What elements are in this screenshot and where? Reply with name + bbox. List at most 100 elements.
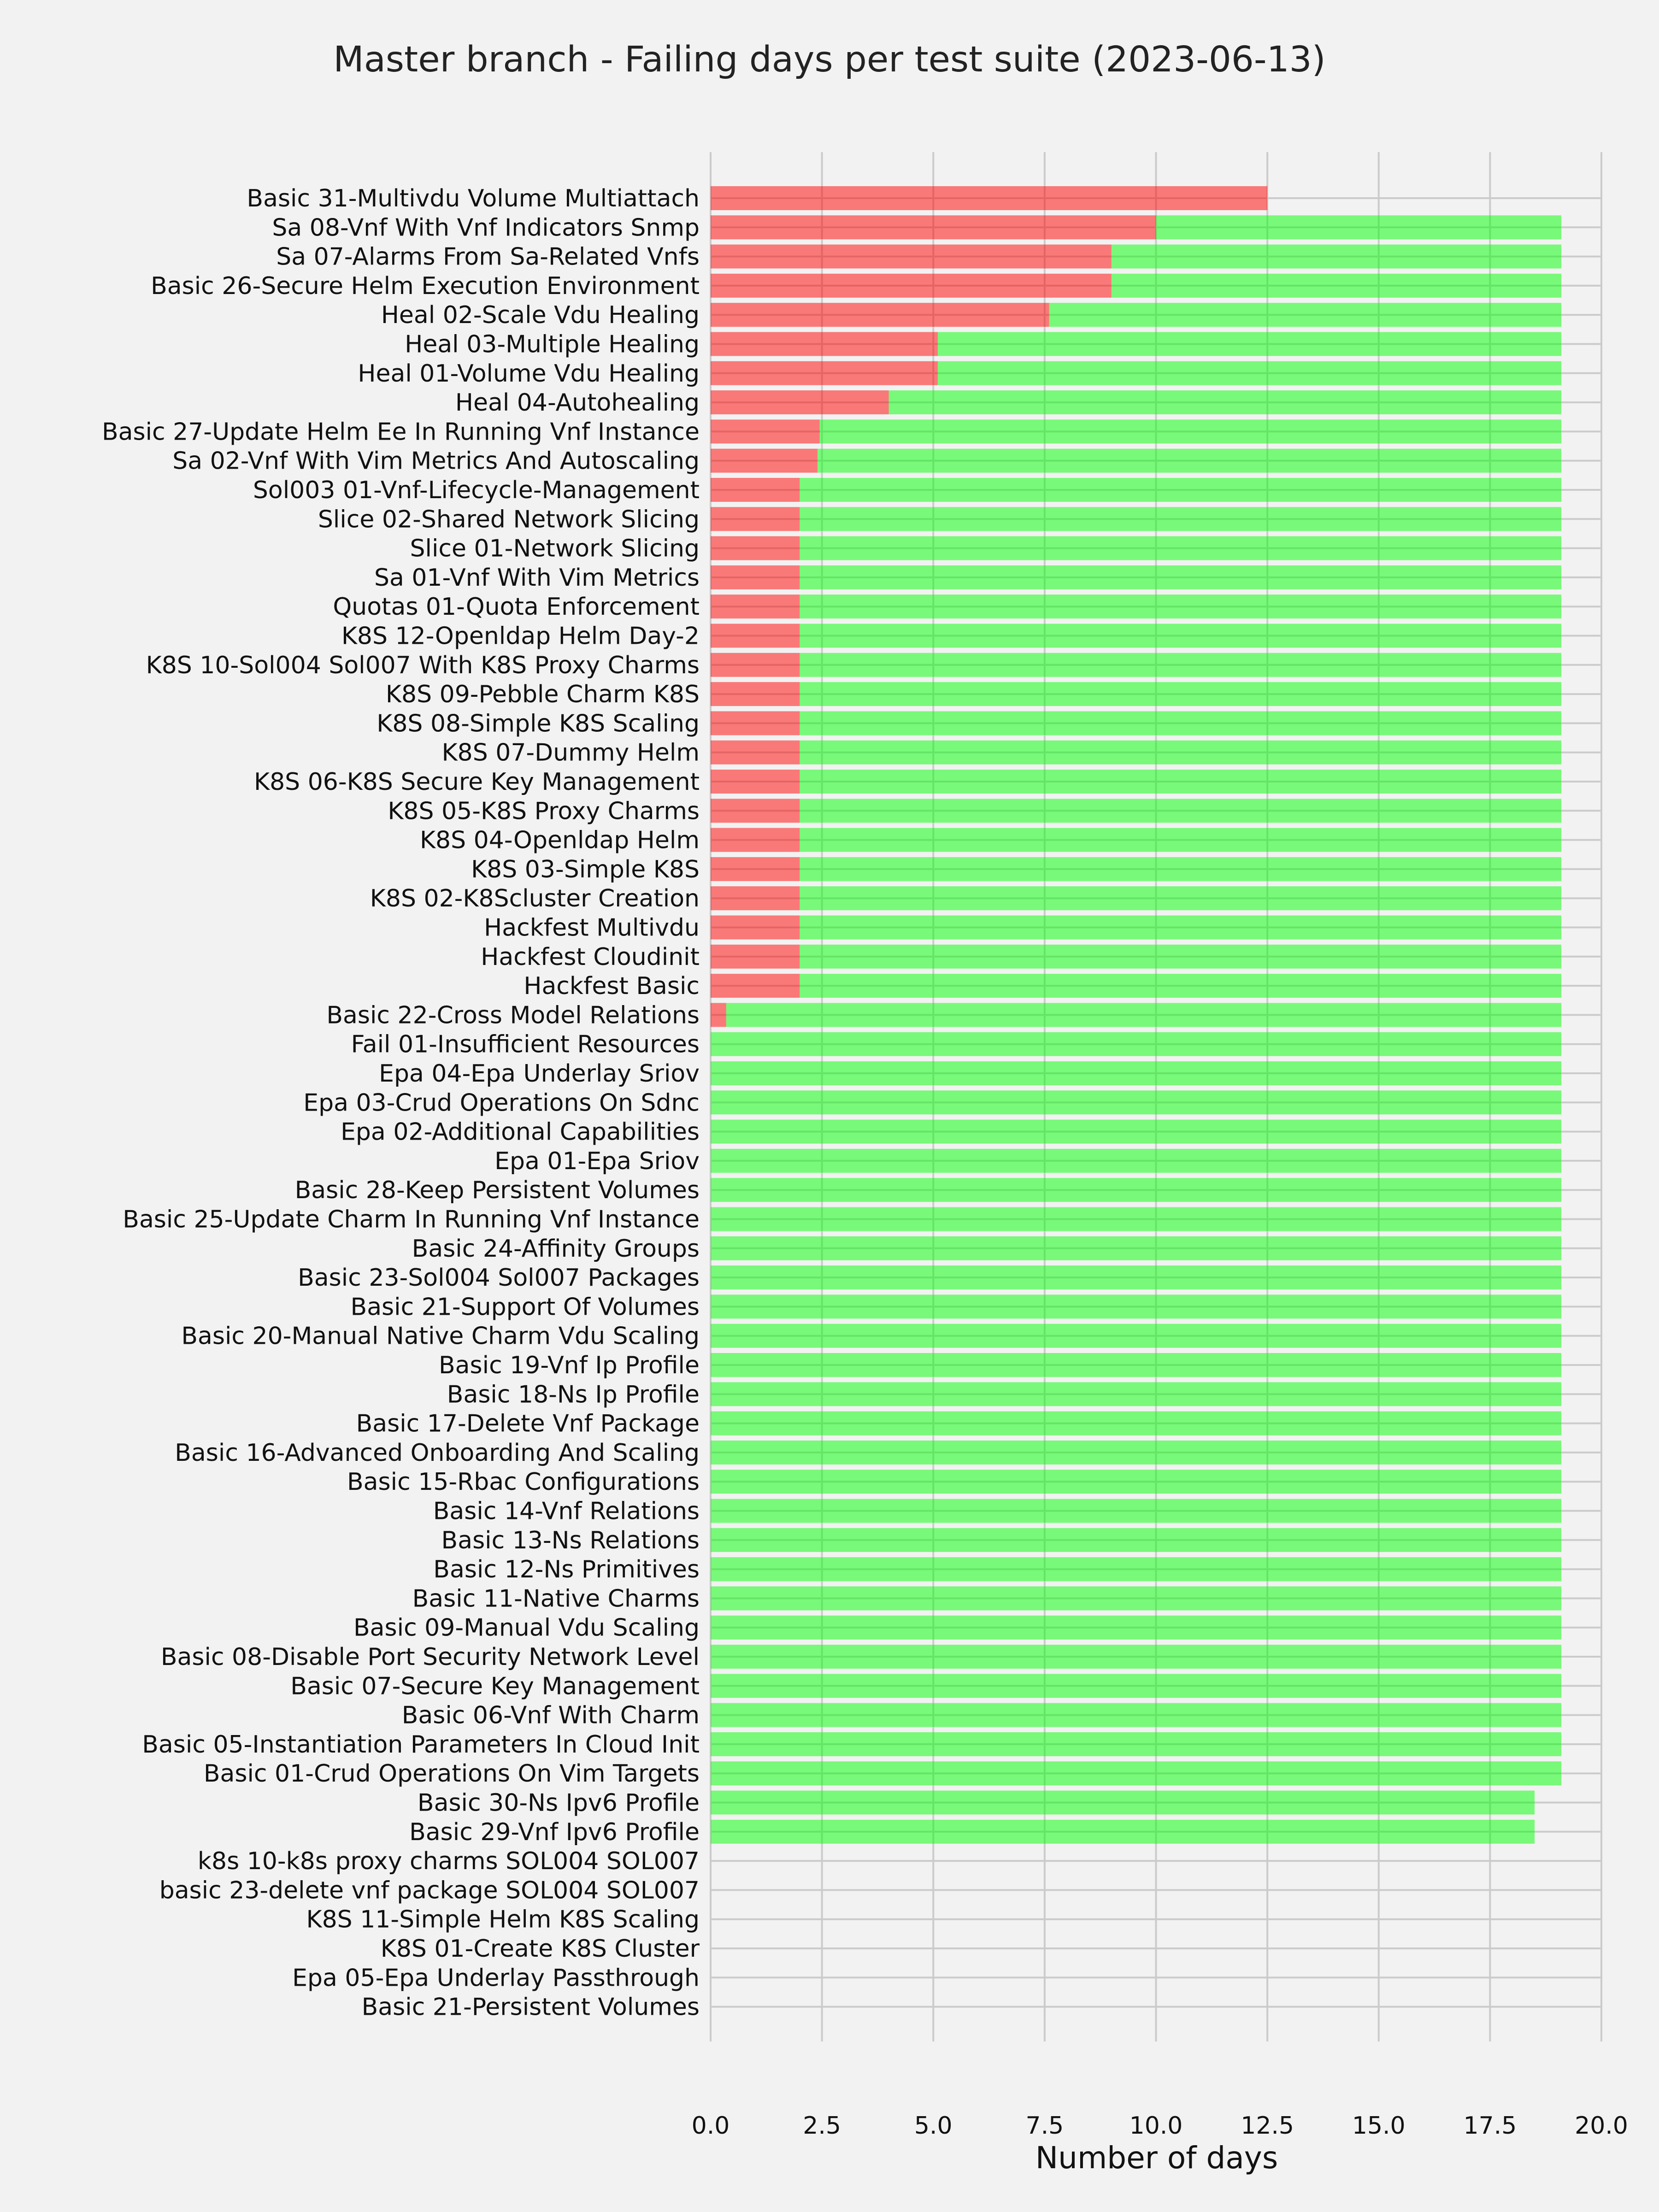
category-label: Slice 02-Shared Network Slicing [318, 506, 700, 533]
category-label: Basic 26-Secure Helm Execution Environme… [151, 272, 700, 300]
bar-passing [1111, 244, 1562, 269]
x-tick-label: 10.0 [1130, 2112, 1183, 2140]
category-label: Basic 30-Ns Ipv6 Profile [418, 1789, 700, 1817]
bar-passing [1111, 273, 1562, 298]
x-tick-label: 0.0 [692, 2112, 730, 2140]
category-label: Basic 28-Keep Persistent Volumes [295, 1177, 700, 1204]
x-tick-label: 17.5 [1463, 2112, 1517, 2140]
category-label: Basic 23-Sol004 Sol007 Packages [298, 1264, 700, 1292]
bar-passing [800, 974, 1562, 998]
bar-passing [1049, 303, 1562, 327]
bar-passing [711, 1761, 1562, 1786]
bar-passing [800, 478, 1562, 502]
x-tick-label: 7.5 [1026, 2112, 1064, 2140]
bar-failing [711, 624, 800, 648]
category-label: Sa 02-Vnf With Vim Metrics And Autoscali… [172, 447, 700, 475]
category-label: Slice 01-Network Slicing [410, 535, 700, 563]
bar-passing [819, 419, 1562, 444]
bar-passing [726, 1003, 1562, 1027]
bar-failing [711, 273, 1112, 298]
category-label: Hackfest Basic [524, 972, 700, 1000]
bar-passing [800, 799, 1562, 823]
category-label: K8S 03-Simple K8S [471, 856, 700, 883]
bar-failing [711, 915, 800, 940]
category-label: Basic 11-Native Charms [412, 1585, 700, 1612]
category-label: Basic 12-Ns Primitives [433, 1556, 700, 1583]
category-label: Basic 08-Disable Port Security Network L… [161, 1643, 700, 1671]
bar-passing [800, 915, 1562, 940]
category-label: Basic 07-Secure Key Management [290, 1672, 700, 1700]
bar-passing [711, 1440, 1562, 1465]
category-label: Sa 08-Vnf With Vnf Indicators Snmp [272, 214, 700, 241]
category-label: Basic 17-Delete Vnf Package [356, 1410, 700, 1438]
bar-failing [711, 448, 818, 473]
category-label: Basic 05-Instantiation Parameters In Clo… [142, 1731, 700, 1759]
category-label: Basic 27-Update Helm Ee In Running Vnf I… [102, 418, 700, 446]
category-label: Basic 21-Support Of Volumes [351, 1293, 700, 1321]
category-label: Heal 01-Volume Vdu Healing [358, 360, 700, 388]
x-tick-label: 12.5 [1241, 2112, 1294, 2140]
bar-passing [711, 1265, 1562, 1290]
category-label: Basic 01-Crud Operations On Vim Targets [204, 1760, 700, 1788]
category-label: Quotas 01-Quota Enforcement [333, 593, 700, 621]
bar-failing [711, 390, 889, 415]
category-label: Basic 09-Manual Vdu Scaling [353, 1614, 700, 1642]
bar-passing [1156, 215, 1562, 240]
bar-failing [711, 536, 800, 560]
category-label: Sa 01-Vnf With Vim Metrics [374, 564, 700, 592]
category-label: Fail 01-Insufficient Resources [351, 1031, 700, 1059]
bar-failing [711, 886, 800, 911]
bar-passing [711, 1382, 1562, 1406]
bar-passing [888, 390, 1562, 415]
bar-passing [711, 1236, 1562, 1260]
x-axis-label: Number of days [1035, 2140, 1278, 2176]
category-label: k8s 10-k8s proxy charms SOL004 SOL007 [198, 1847, 700, 1875]
bar-passing [711, 1411, 1562, 1435]
bar-passing [800, 565, 1562, 589]
bar-passing [711, 1324, 1562, 1348]
category-label: K8S 06-K8S Secure Key Management [254, 768, 700, 796]
x-tick-label: 15.0 [1352, 2112, 1406, 2140]
bar-passing [800, 944, 1562, 969]
category-label: Basic 13-Ns Relations [441, 1527, 700, 1554]
x-tick-label: 20.0 [1575, 2112, 1628, 2140]
category-label: Sa 07-Alarms From Sa-Related Vnfs [276, 243, 700, 271]
bar-passing [800, 857, 1562, 881]
category-label: Epa 01-Epa Sriov [494, 1147, 700, 1175]
category-label: K8S 10-Sol004 Sol007 With K8S Proxy Char… [146, 652, 700, 679]
bar-passing [800, 536, 1562, 560]
category-label: Basic 22-Cross Model Relations [326, 1001, 700, 1029]
bar-passing [800, 624, 1562, 648]
bar-passing [711, 1294, 1562, 1319]
x-tick-label: 2.5 [803, 2112, 841, 2140]
category-label: Basic 06-Vnf With Charm [402, 1702, 700, 1730]
category-label: Basic 19-Vnf Ip Profile [439, 1352, 700, 1379]
bar-passing [800, 770, 1562, 794]
bar-passing [711, 1499, 1562, 1523]
category-label: Basic 24-Affinity Groups [412, 1235, 700, 1263]
bar-passing [711, 1061, 1562, 1085]
category-label: K8S 02-K8Scluster Creation [370, 885, 700, 912]
category-label: K8S 04-Openldap Helm [420, 827, 700, 854]
category-label: Epa 03-Crud Operations On Sdnc [303, 1089, 700, 1117]
bar-failing [711, 740, 800, 765]
bar-passing [800, 886, 1562, 911]
bar-passing [711, 1119, 1562, 1144]
bar-passing [711, 1819, 1535, 1844]
bar-passing [711, 1732, 1562, 1756]
category-label: Basic 14-Vnf Relations [433, 1498, 700, 1525]
bar-passing [937, 332, 1562, 356]
bar-failing [711, 244, 1112, 269]
bar-failing [711, 944, 800, 969]
bar-passing [817, 448, 1562, 473]
bar-failing [711, 303, 1049, 327]
category-label: Heal 03-Multiple Healing [405, 331, 700, 359]
bar-failing [711, 332, 938, 356]
bar-passing [711, 1528, 1562, 1552]
bar-passing [800, 711, 1562, 735]
category-label: Basic 31-Multivdu Volume Multiattach [247, 185, 700, 212]
category-label: Epa 04-Epa Underlay Sriov [379, 1060, 700, 1088]
bar-failing [711, 828, 800, 852]
bar-failing [711, 507, 800, 531]
category-label: K8S 01-Create K8S Cluster [381, 1935, 700, 1963]
